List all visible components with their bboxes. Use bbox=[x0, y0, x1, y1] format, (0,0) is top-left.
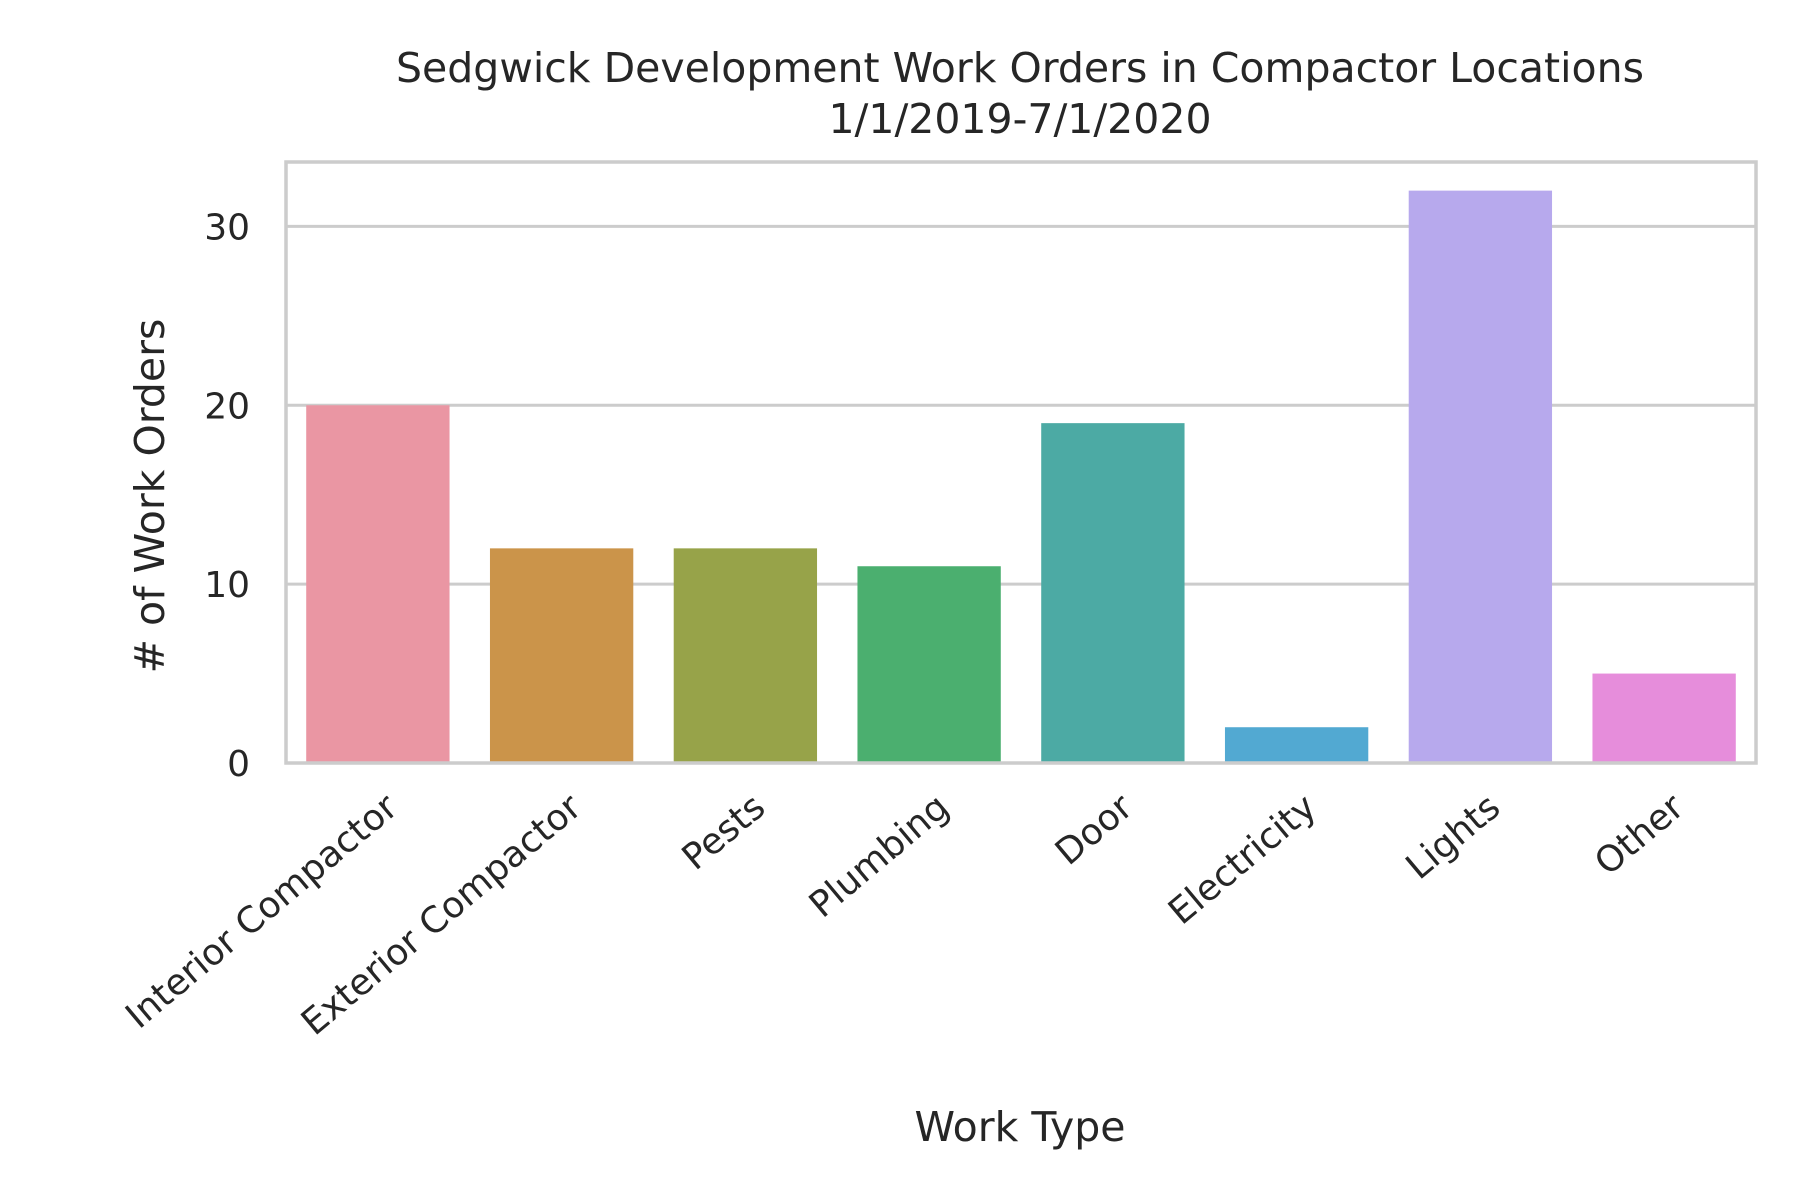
y-tick-label: 30 bbox=[204, 207, 250, 248]
y-tick-label: 20 bbox=[204, 386, 250, 427]
x-tick-label: Other bbox=[1587, 786, 1692, 883]
x-tick-label: Door bbox=[1048, 786, 1141, 873]
chart-title: Sedgwick Development Work Orders in Comp… bbox=[396, 44, 1644, 92]
y-axis-label: # of Work Orders bbox=[126, 319, 174, 674]
bar-electricity bbox=[1224, 727, 1369, 763]
bar-exterior-compactor bbox=[489, 548, 634, 763]
y-tick-label: 0 bbox=[227, 744, 250, 785]
x-axis-label: Work Type bbox=[914, 1103, 1125, 1151]
y-tick-labels: 0 10 20 30 bbox=[204, 207, 250, 785]
y-tick-label: 10 bbox=[204, 565, 250, 606]
chart-subtitle: 1/1/2019-7/1/2020 bbox=[828, 95, 1211, 143]
bar-pests bbox=[673, 548, 818, 763]
plot-frame bbox=[284, 160, 1758, 765]
x-tick-label: Plumbing bbox=[802, 786, 957, 925]
bars bbox=[306, 190, 1736, 764]
x-tick-label: Lights bbox=[1399, 786, 1509, 887]
bar-lights bbox=[1408, 190, 1553, 764]
bar-interior-compactor bbox=[306, 405, 450, 763]
bar-plumbing bbox=[857, 566, 1001, 763]
bar-other bbox=[1592, 673, 1736, 763]
x-tick-label: Electricity bbox=[1161, 786, 1324, 932]
bar-door bbox=[1041, 423, 1185, 763]
x-tick-label: Pests bbox=[675, 786, 774, 878]
